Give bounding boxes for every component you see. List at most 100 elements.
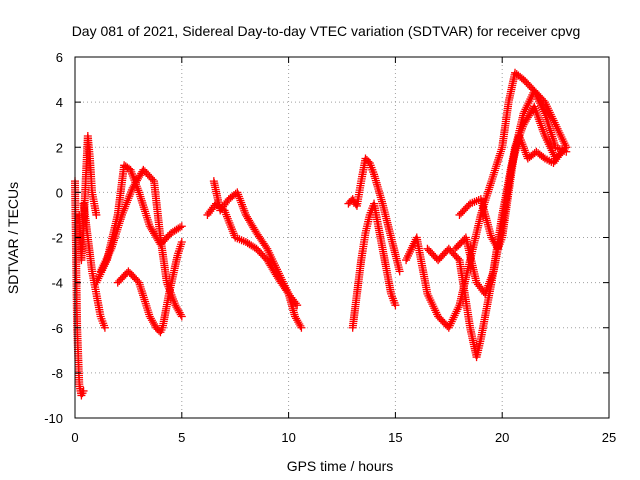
data-point xyxy=(177,238,186,247)
trace-point xyxy=(176,223,185,232)
trace-point xyxy=(492,162,501,171)
data-point xyxy=(395,267,404,276)
trace-point xyxy=(490,166,499,175)
trace-point xyxy=(484,187,493,196)
y-tick-label: -6 xyxy=(51,321,63,336)
trace-point xyxy=(137,196,146,205)
x-tick-label: 0 xyxy=(71,430,78,445)
trace-point xyxy=(143,306,152,315)
trace-point xyxy=(485,183,494,192)
trace-point xyxy=(486,179,495,188)
data-point xyxy=(177,312,186,321)
trace-point xyxy=(143,215,152,224)
trace-point xyxy=(492,160,501,169)
trace-point xyxy=(495,151,504,160)
data-point xyxy=(293,301,302,310)
trace-point xyxy=(137,287,146,296)
trace-point xyxy=(494,153,503,162)
series-s11 xyxy=(402,68,571,332)
trace-point xyxy=(137,194,146,203)
trace-point xyxy=(296,321,305,330)
trace-point xyxy=(496,147,505,156)
trace-point xyxy=(140,295,149,304)
y-tick-label: -4 xyxy=(51,276,63,291)
trace-point xyxy=(483,189,492,198)
x-tick-label: 15 xyxy=(388,430,402,445)
trace-point xyxy=(546,126,555,135)
y-tick-label: 6 xyxy=(56,50,63,65)
data-point xyxy=(562,143,571,152)
series-s10 xyxy=(348,199,400,332)
x-tick-label: 20 xyxy=(495,430,509,445)
series-s7 xyxy=(209,177,306,332)
data-point xyxy=(487,177,496,186)
trace-point xyxy=(453,254,462,263)
trace-point xyxy=(139,203,148,212)
trace-point xyxy=(546,128,555,137)
trace-point xyxy=(544,122,553,131)
data-point xyxy=(558,147,567,156)
y-axis-label: SDTVAR / TECUs xyxy=(5,182,21,294)
y-tick-label: -10 xyxy=(44,411,63,426)
axis-ticks: 0 5 10 15 20 25 -10 -8 -6 -4 -2 0 2 4 6 xyxy=(44,50,616,445)
trace-point xyxy=(291,299,300,308)
x-tick-label: 25 xyxy=(602,430,616,445)
y-tick-label: -8 xyxy=(51,366,63,381)
trace-point xyxy=(489,170,498,179)
trace-point xyxy=(137,284,146,293)
trace-point xyxy=(141,297,150,306)
y-tick-label: 4 xyxy=(56,95,63,110)
data-point xyxy=(92,210,101,219)
trace-point xyxy=(141,299,150,308)
series-s5 xyxy=(96,165,186,321)
trace-point xyxy=(136,192,145,201)
trace-point xyxy=(142,301,151,310)
series-s9 xyxy=(344,154,404,276)
trace-point xyxy=(143,213,152,222)
trace-point xyxy=(143,304,152,313)
x-tick-label: 10 xyxy=(281,430,295,445)
trace-point xyxy=(488,172,497,181)
data-points xyxy=(71,68,571,400)
y-tick-label: 0 xyxy=(56,185,63,200)
trace-point xyxy=(486,181,495,190)
data-point xyxy=(297,323,306,332)
chart-title: Day 081 of 2021, Sidereal Day-to-day VTE… xyxy=(72,23,581,39)
series-s12 xyxy=(423,86,571,362)
series-s2 xyxy=(75,131,101,265)
trace-point xyxy=(139,293,148,302)
trace-point xyxy=(138,289,147,298)
trace-point xyxy=(547,130,556,139)
trace-point xyxy=(497,145,506,154)
series-s3 xyxy=(79,199,109,332)
trace-point xyxy=(493,158,502,167)
trace-point xyxy=(494,155,503,164)
trace-point xyxy=(141,207,150,216)
trace-point xyxy=(496,149,505,158)
trace-point xyxy=(176,310,185,319)
x-tick-label: 5 xyxy=(178,430,185,445)
trace-point xyxy=(488,174,497,183)
trace-point xyxy=(490,168,499,177)
data-point xyxy=(177,222,186,231)
trace-point xyxy=(139,201,148,210)
trace-point xyxy=(148,175,157,184)
trace-point xyxy=(556,149,565,158)
data-point xyxy=(79,386,88,395)
y-tick-label: 2 xyxy=(56,140,63,155)
series-s14 xyxy=(451,131,567,298)
data-point xyxy=(100,323,109,332)
y-tick-label: -2 xyxy=(51,231,63,246)
series-s6 xyxy=(113,238,186,337)
data-point xyxy=(391,301,400,310)
series-s8 xyxy=(203,199,302,310)
trace-point xyxy=(138,198,147,207)
trace-point xyxy=(140,205,149,214)
trace-point xyxy=(142,211,151,220)
trace-point xyxy=(545,124,554,133)
trace-point xyxy=(139,291,148,300)
trace-point xyxy=(491,164,500,173)
trace-point xyxy=(141,209,150,218)
x-axis-label: GPS time / hours xyxy=(287,458,394,474)
